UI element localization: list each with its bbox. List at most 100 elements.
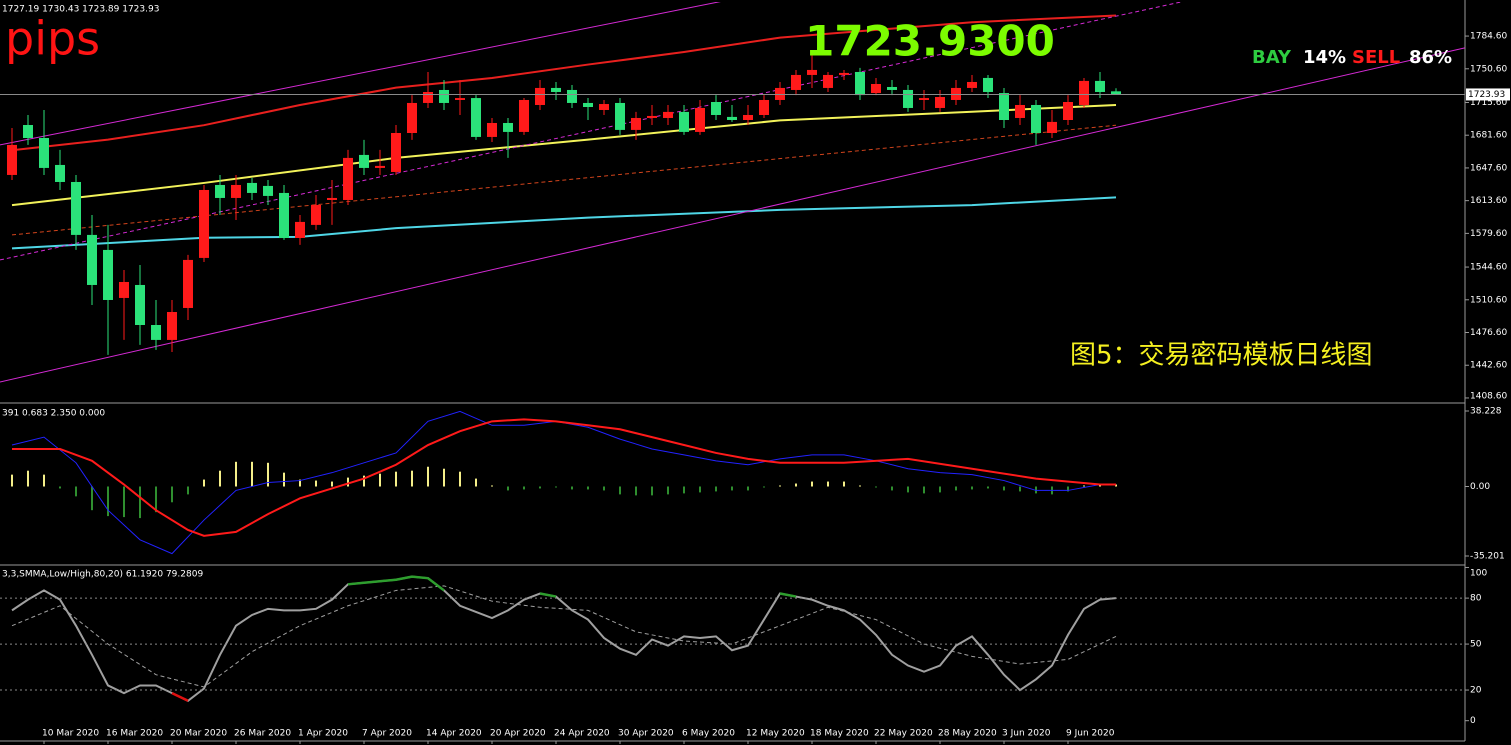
- candle-body: [631, 117, 641, 130]
- sell-label: SELL: [1352, 47, 1400, 68]
- candle-body: [535, 87, 545, 105]
- candle-body: [743, 114, 753, 120]
- chart-title: pips: [5, 12, 100, 66]
- y-tick-label: 1647.60: [1470, 163, 1507, 173]
- indicator-line: [11, 103, 1117, 207]
- y-tick-label: 1750.60: [1470, 64, 1507, 74]
- y-tick-label: 1476.60: [1470, 328, 1507, 338]
- indicator-line: [12, 418, 1116, 537]
- candle-body: [1079, 80, 1089, 105]
- y-tick-label: 1681.60: [1470, 131, 1507, 141]
- candle-body: [167, 312, 177, 340]
- candle-body: [791, 74, 801, 90]
- candle-body: [599, 104, 609, 110]
- candle-body: [295, 221, 305, 238]
- annotation: 图5：交易密码模板日线图: [1070, 341, 1373, 371]
- current-price-box: [1466, 88, 1510, 101]
- candle-body: [727, 116, 737, 120]
- candle-body: [903, 89, 913, 108]
- ohlc-label: 1727.19 1730.43 1723.89 1723.93: [2, 5, 159, 15]
- y-tick-label: 1715.60: [1470, 98, 1507, 108]
- indicator-line: [0, 2, 721, 146]
- y-tick-label: 50: [1470, 640, 1482, 650]
- candle-body: [1047, 121, 1057, 133]
- candle-body: [519, 99, 529, 132]
- indicator-line: [0, 47, 1465, 383]
- x-tick-label: 24 Apr 2020: [554, 729, 610, 739]
- candle-body: [71, 181, 81, 235]
- candle-body: [663, 111, 673, 118]
- candle-body: [839, 72, 849, 75]
- candle-body: [423, 91, 433, 103]
- sell-value: 86%: [1409, 47, 1452, 68]
- y-tick-label: 1784.60: [1470, 32, 1507, 42]
- pane: [11, 575, 1117, 702]
- x-tick-label: 16 Mar 2020: [106, 729, 163, 739]
- stochastic-segment: [539, 592, 557, 598]
- x-tick-label: 18 May 2020: [810, 729, 869, 739]
- pane: [0, 2, 1465, 383]
- x-tick-label: 3 Jun 2020: [1002, 729, 1051, 739]
- indicator-label: 391 0.683 2.350 0.000: [2, 409, 105, 419]
- x-tick-label: 20 Mar 2020: [170, 729, 227, 739]
- stochastic-line: [11, 575, 1117, 702]
- indicator-line: [11, 14, 1117, 152]
- candle-body: [951, 87, 961, 100]
- candle-body: [343, 157, 353, 200]
- candle-body: [711, 102, 721, 115]
- buy-label: BAY: [1252, 47, 1292, 68]
- y-tick-label: 100: [1470, 569, 1487, 579]
- candle-body: [119, 281, 129, 298]
- stochastic-segment: [363, 580, 381, 585]
- price-display: 1723.9300: [805, 17, 1055, 66]
- indicator-label: 3,3,SMMA,Low/High,80,20) 61.1920 79.2809: [2, 570, 203, 580]
- x-tick-label: 30 Apr 2020: [618, 729, 674, 739]
- x-tick-label: 1 Apr 2020: [298, 729, 348, 739]
- candle-body: [7, 144, 17, 175]
- candle-body: [359, 154, 369, 168]
- candle-body: [647, 115, 657, 118]
- candle-body: [983, 77, 993, 92]
- candle-body: [247, 182, 257, 193]
- y-tick-label: 1613.60: [1470, 196, 1507, 206]
- x-tick-label: 28 May 2020: [938, 729, 997, 739]
- y-tick-label: 1408.60: [1470, 392, 1507, 402]
- candle-body: [967, 81, 977, 88]
- y-tick-label: 20: [1470, 686, 1482, 696]
- candle-body: [567, 89, 577, 103]
- x-tick-label: 9 Jun 2020: [1066, 729, 1115, 739]
- candle-body: [887, 86, 897, 90]
- x-tick-label: 7 Apr 2020: [362, 729, 412, 739]
- y-tick-label: 0: [1470, 716, 1476, 726]
- indicator-line: [11, 410, 1116, 555]
- candle-body: [375, 165, 385, 168]
- stochastic-segment: [379, 578, 397, 583]
- candle-body: [311, 204, 321, 225]
- candle-body: [215, 184, 225, 198]
- stochastic-segment: [395, 575, 413, 581]
- y-tick-label: 1579.60: [1470, 229, 1507, 239]
- candle-body: [807, 69, 817, 75]
- candle-body: [999, 93, 1009, 120]
- x-tick-label: 12 May 2020: [746, 729, 805, 739]
- candle-body: [759, 99, 769, 115]
- candle-body: [55, 164, 65, 182]
- candle-body: [407, 102, 417, 133]
- candle-body: [199, 189, 209, 258]
- candle-body: [135, 284, 145, 326]
- candle-body: [775, 87, 785, 100]
- candle-body: [103, 249, 113, 300]
- y-tick-label: 1510.60: [1470, 295, 1507, 305]
- candle-body: [823, 74, 833, 88]
- candle-body: [935, 96, 945, 108]
- stochastic-segment: [779, 592, 797, 598]
- candle-body: [471, 98, 481, 137]
- candle-body: [327, 197, 337, 200]
- candle-body: [855, 71, 865, 96]
- candle-body: [1031, 104, 1041, 133]
- y-tick-label: 38.228: [1470, 407, 1502, 417]
- x-tick-label: 22 May 2020: [874, 729, 933, 739]
- candle-body: [695, 107, 705, 132]
